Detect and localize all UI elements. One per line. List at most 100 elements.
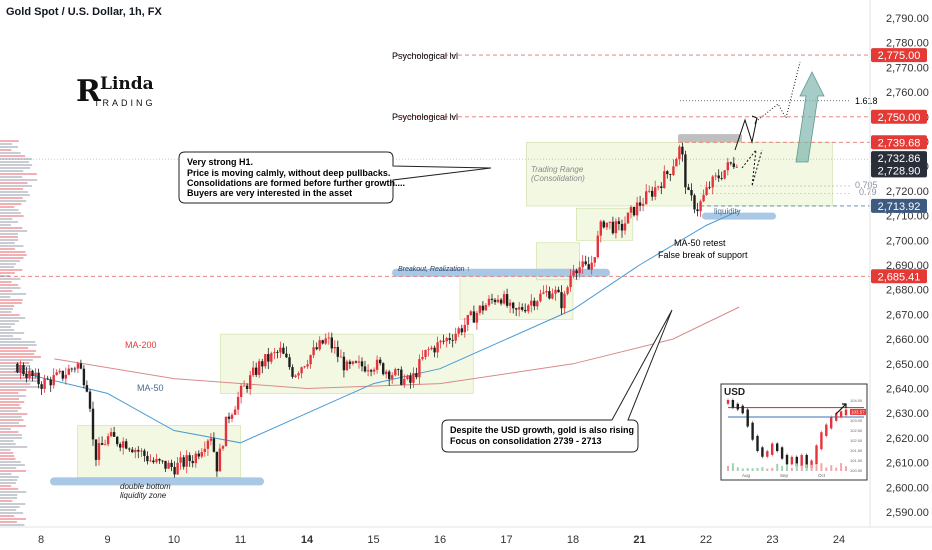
candle-body [400, 369, 403, 385]
candle-body [418, 359, 421, 378]
price-tag-current-1-text: 2,728.90 [878, 165, 921, 177]
volume-profile-bar [0, 422, 19, 424]
candle-body [185, 455, 188, 467]
volume-profile-bar [0, 278, 21, 280]
inset-volume-bar [805, 464, 808, 471]
volume-profile-bar [0, 425, 26, 427]
volume-profile-bar [0, 467, 17, 469]
callout-top-line-3: Consolidations are formed before further… [187, 178, 405, 188]
volume-profile-bar [0, 389, 27, 391]
ma50-retest-label: MA-50 retest [674, 238, 726, 248]
inset-candle-body [795, 456, 798, 467]
ma200-label: MA-200 [125, 340, 157, 350]
volume-profile-bar [0, 497, 17, 499]
inset-candle-body [805, 454, 808, 469]
candle-body [276, 352, 279, 353]
candle-body [261, 361, 264, 367]
inset-volume-bar [751, 468, 754, 471]
candle-body [382, 363, 385, 375]
consolidation-zones [50, 134, 833, 486]
inset-candle-body [780, 447, 784, 459]
candle-body [167, 462, 170, 469]
inset-y-label: 101.00 [850, 458, 863, 463]
candle-body [729, 162, 732, 164]
fib-079-label: 0.79 [859, 187, 877, 197]
candle-body [475, 312, 479, 323]
inset-volume-bar [741, 468, 744, 471]
volume-profile-bar [0, 362, 30, 364]
volume-profile-bar [0, 248, 15, 250]
volume-profile-bar [0, 281, 12, 283]
volume-profile-bar [0, 401, 25, 403]
liquidity-bar [702, 212, 776, 220]
x-tick-label: 8 [38, 534, 44, 546]
inset-candle-body [776, 443, 779, 452]
y-tick-label: 2,670.00 [886, 309, 929, 321]
volume-profile-bar [0, 509, 17, 511]
price-axis[interactable]: 2,590.00 2,600.00 2,610.00 2,620.00 2,630.00… [869, 0, 929, 527]
inset-candle-body [790, 456, 794, 465]
time-axis[interactable]: 8 9 10 11 14 15 16 17 18 21 22 23 24 [0, 526, 932, 546]
candle-body [288, 357, 291, 368]
candle-body [548, 291, 551, 299]
candle-body [463, 324, 466, 333]
volume-profile-bar [0, 299, 23, 301]
candle-body [28, 370, 31, 378]
callout-bottom-bubble [441, 309, 673, 453]
x-tick-label: 9 [104, 534, 110, 546]
candle-body [421, 357, 424, 360]
volume-profile-bar [0, 233, 18, 235]
volume-profile-bar [0, 245, 24, 247]
volume-profile-bar [0, 164, 33, 166]
volume-profile-bar [0, 266, 14, 268]
volume-profile-bar [0, 449, 11, 451]
forecast-path-alt [741, 148, 763, 187]
candle-body [678, 146, 681, 159]
candle-body [351, 361, 355, 364]
candle-body [620, 224, 624, 231]
candle-body [218, 448, 222, 472]
candle-body [466, 315, 469, 325]
candle-body [448, 338, 451, 340]
candle-body [94, 439, 98, 460]
target-arrow-icon [795, 71, 825, 163]
candle-body [629, 206, 633, 213]
volume-profile-bar [0, 314, 20, 316]
inset-y-label: 103.00 [850, 418, 863, 423]
candle-body [176, 462, 179, 475]
candle-body [294, 375, 297, 377]
volume-profile-bar [0, 380, 38, 382]
candle-body [312, 347, 315, 356]
inset-candle-body [726, 400, 730, 404]
inset-frame [720, 383, 868, 481]
candle-body [657, 186, 660, 188]
inset-x-label: Aug [742, 473, 751, 478]
volume-profile-bar [0, 416, 22, 418]
candle-body [106, 436, 110, 445]
volume-profile-bar [0, 374, 36, 376]
candle-body [273, 352, 276, 354]
volume-profile-bar [0, 470, 27, 472]
candle-body [563, 293, 566, 309]
volume-profile-bar [0, 371, 29, 373]
candle-body [430, 347, 433, 350]
inset-volume-bar [800, 465, 803, 471]
candle-body [221, 446, 225, 449]
inset-volume-bar [771, 467, 774, 471]
volume-profile-bar [0, 410, 18, 412]
candle-body [285, 353, 288, 358]
volume-profile-bar [0, 458, 16, 460]
volume-profile-bar [0, 161, 29, 163]
candle-body [309, 355, 312, 365]
y-tick-label: 2,640.00 [886, 384, 929, 396]
inset-y-label: 101.50 [850, 448, 863, 453]
candle-body [227, 416, 231, 419]
candle-body [551, 293, 554, 299]
candle-body [242, 385, 246, 387]
candle-body [16, 363, 19, 373]
candle-body [103, 444, 107, 446]
inset-candle-body [785, 454, 789, 465]
x-tick-label: 15 [367, 534, 379, 546]
candle-body [55, 372, 58, 376]
